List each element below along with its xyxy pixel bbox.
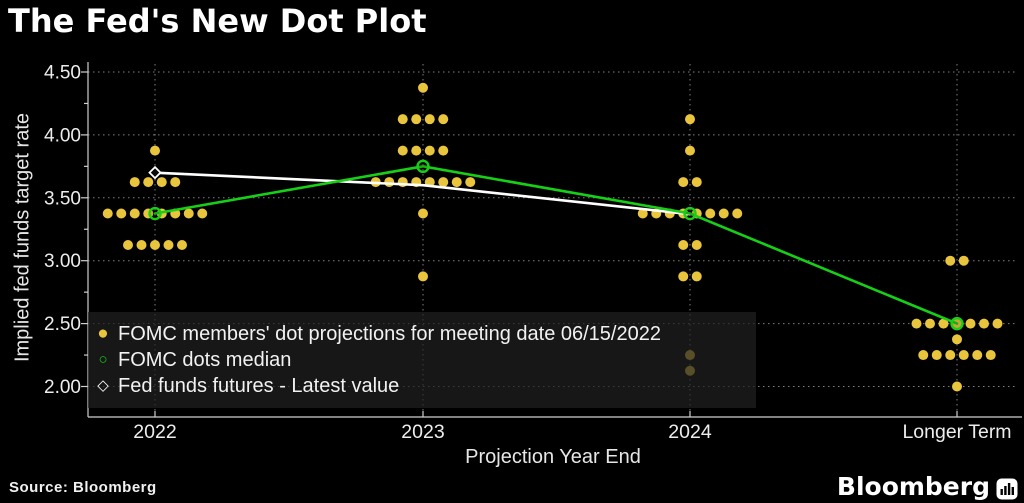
fomc-dot [685, 145, 695, 156]
futures-latest-diamond [148, 165, 162, 180]
fomc-dot [129, 177, 140, 188]
fomc-dot [123, 239, 133, 250]
fomc-dot [931, 350, 942, 361]
y-tick-label: 3.50 [44, 188, 81, 209]
fomc-dot [685, 114, 695, 125]
fomc-dot [177, 239, 187, 250]
fomc-dot [102, 208, 113, 219]
fomc-dot [925, 318, 935, 329]
fomc-dot [150, 145, 160, 156]
fomc-dot [945, 255, 956, 266]
fomc-dot [705, 208, 716, 219]
fomc-dot [952, 334, 962, 345]
x-axis-title: Projection Year End [465, 446, 641, 468]
median-line [153, 165, 959, 325]
fomc-dot [911, 318, 922, 329]
legend-item-median: ○ FOMC dots median [94, 347, 756, 373]
x-tick-label: 2022 [133, 421, 176, 443]
x-tick-label: Longer Term [902, 421, 1011, 443]
fomc-dot [972, 350, 983, 361]
fomc-dot [418, 271, 428, 282]
fomc-dot [992, 318, 1003, 329]
fomc-dot [397, 114, 408, 125]
median-marker [683, 206, 697, 221]
y-tick-label: 4.50 [44, 63, 81, 84]
fomc-dot [678, 239, 689, 250]
fomc-dot [411, 145, 422, 156]
fomc-dot [156, 177, 167, 188]
fomc-dot [143, 177, 154, 188]
fomc-dot [163, 239, 174, 250]
fomc-dot [691, 271, 702, 282]
fomc-dot [397, 145, 408, 156]
legend-label: FOMC dots median [118, 349, 292, 371]
futures-line [153, 171, 692, 216]
median-marker [950, 316, 964, 331]
fomc-dot [451, 177, 462, 188]
legend-item-dots: ● FOMC members' dot projections for meet… [94, 321, 756, 347]
fomc-dot [438, 114, 449, 125]
legend-item-futures: ◇ Fed funds futures - Latest value [94, 373, 756, 399]
bar-chart-icon [996, 478, 1018, 500]
fomc-dot [183, 208, 194, 219]
x-tick-label: 2024 [668, 421, 712, 443]
fomc-dot [965, 318, 976, 329]
fomc-dot [438, 145, 449, 156]
bloomberg-wordmark: Bloomberg [836, 472, 990, 501]
filled-circle-icon: ● [97, 323, 109, 344]
fomc-dot [170, 177, 181, 188]
fomc-dot [958, 255, 969, 266]
y-tick-label: 3.00 [44, 251, 81, 272]
chart-legend: ● FOMC members' dot projections for meet… [88, 312, 756, 408]
open-circle-icon: ○ [98, 351, 108, 368]
y-tick-label: 4.00 [44, 125, 81, 146]
fomc-dot [418, 82, 428, 93]
fomc-dot [116, 208, 127, 219]
fomc-dot [958, 350, 969, 361]
fomc-dot [691, 239, 702, 250]
fomc-dot [384, 177, 395, 188]
fomc-dot [678, 177, 689, 188]
fomc-dot [637, 208, 648, 219]
fomc-dot [424, 114, 435, 125]
fomc-dot [918, 350, 929, 361]
fomc-dot [979, 318, 989, 329]
legend-label: FOMC members' dot projections for meetin… [118, 323, 661, 345]
fomc-dot [732, 208, 743, 219]
fomc-dot [424, 145, 435, 156]
fomc-dot [150, 239, 160, 250]
fomc-dot [718, 208, 729, 219]
fomc-dot [952, 381, 962, 392]
chart-title: The Fed's New Dot Plot [8, 2, 427, 40]
fomc-dot [945, 350, 956, 361]
fomc-dot [197, 208, 208, 219]
y-tick-label: 2.50 [44, 314, 81, 335]
fomc-dot [985, 350, 996, 361]
fomc-dot [129, 208, 140, 219]
fomc-dot [418, 208, 428, 219]
fomc-dot [691, 177, 702, 188]
x-tick-label: 2023 [401, 421, 444, 443]
fomc-dot [136, 239, 147, 250]
y-axis-title: Implied fed funds target rate [11, 112, 34, 363]
fomc-dot [465, 177, 476, 188]
legend-label: Fed funds futures - Latest value [118, 375, 400, 397]
y-tick-label: 2.00 [44, 377, 81, 398]
source-credit: Source: Bloomberg [9, 479, 157, 496]
open-diamond-icon: ◇ [97, 377, 109, 394]
fomc-dot [438, 177, 449, 188]
fomc-dot [938, 318, 949, 329]
median-marker [416, 159, 430, 174]
median-marker [148, 206, 162, 221]
fomc-dot [678, 271, 689, 282]
fomc-dot [411, 114, 422, 125]
